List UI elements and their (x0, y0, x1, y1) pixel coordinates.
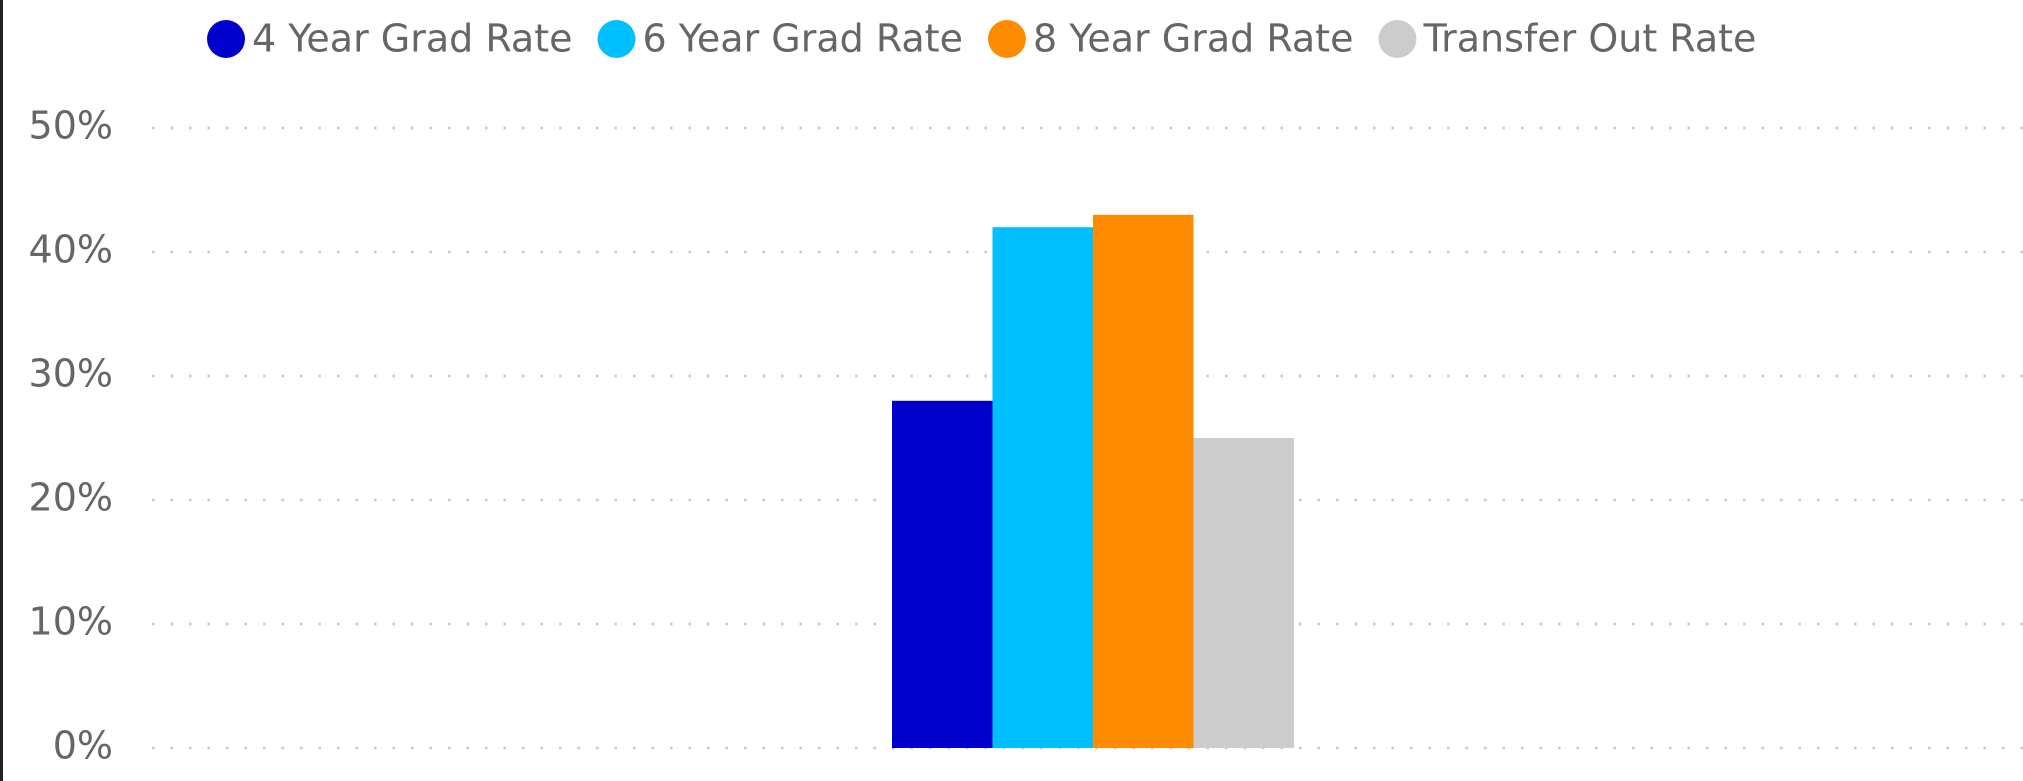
bar (1093, 214, 1194, 749)
y-tick-label: 20% (29, 476, 113, 520)
y-tick-label: 40% (29, 228, 113, 272)
y-tick-label: 10% (29, 600, 113, 644)
left-edge (0, 0, 3, 781)
legend-marker (987, 20, 1026, 58)
y-tick-label: 50% (29, 104, 113, 148)
bar (992, 227, 1093, 748)
legend-marker (597, 20, 636, 58)
legend-marker (1378, 20, 1417, 58)
legend-label: Transfer Out Rate (1422, 17, 1756, 61)
legend-label: 4 Year Grad Rate (252, 17, 572, 61)
y-tick-label: 0% (53, 724, 113, 768)
legend-label: 6 Year Grad Rate (642, 17, 962, 61)
legend-marker (207, 20, 245, 58)
bar (892, 400, 993, 748)
legend-label: 8 Year Grad Rate (1033, 17, 1353, 61)
y-tick-label: 30% (29, 352, 113, 396)
bar (1193, 438, 1294, 748)
